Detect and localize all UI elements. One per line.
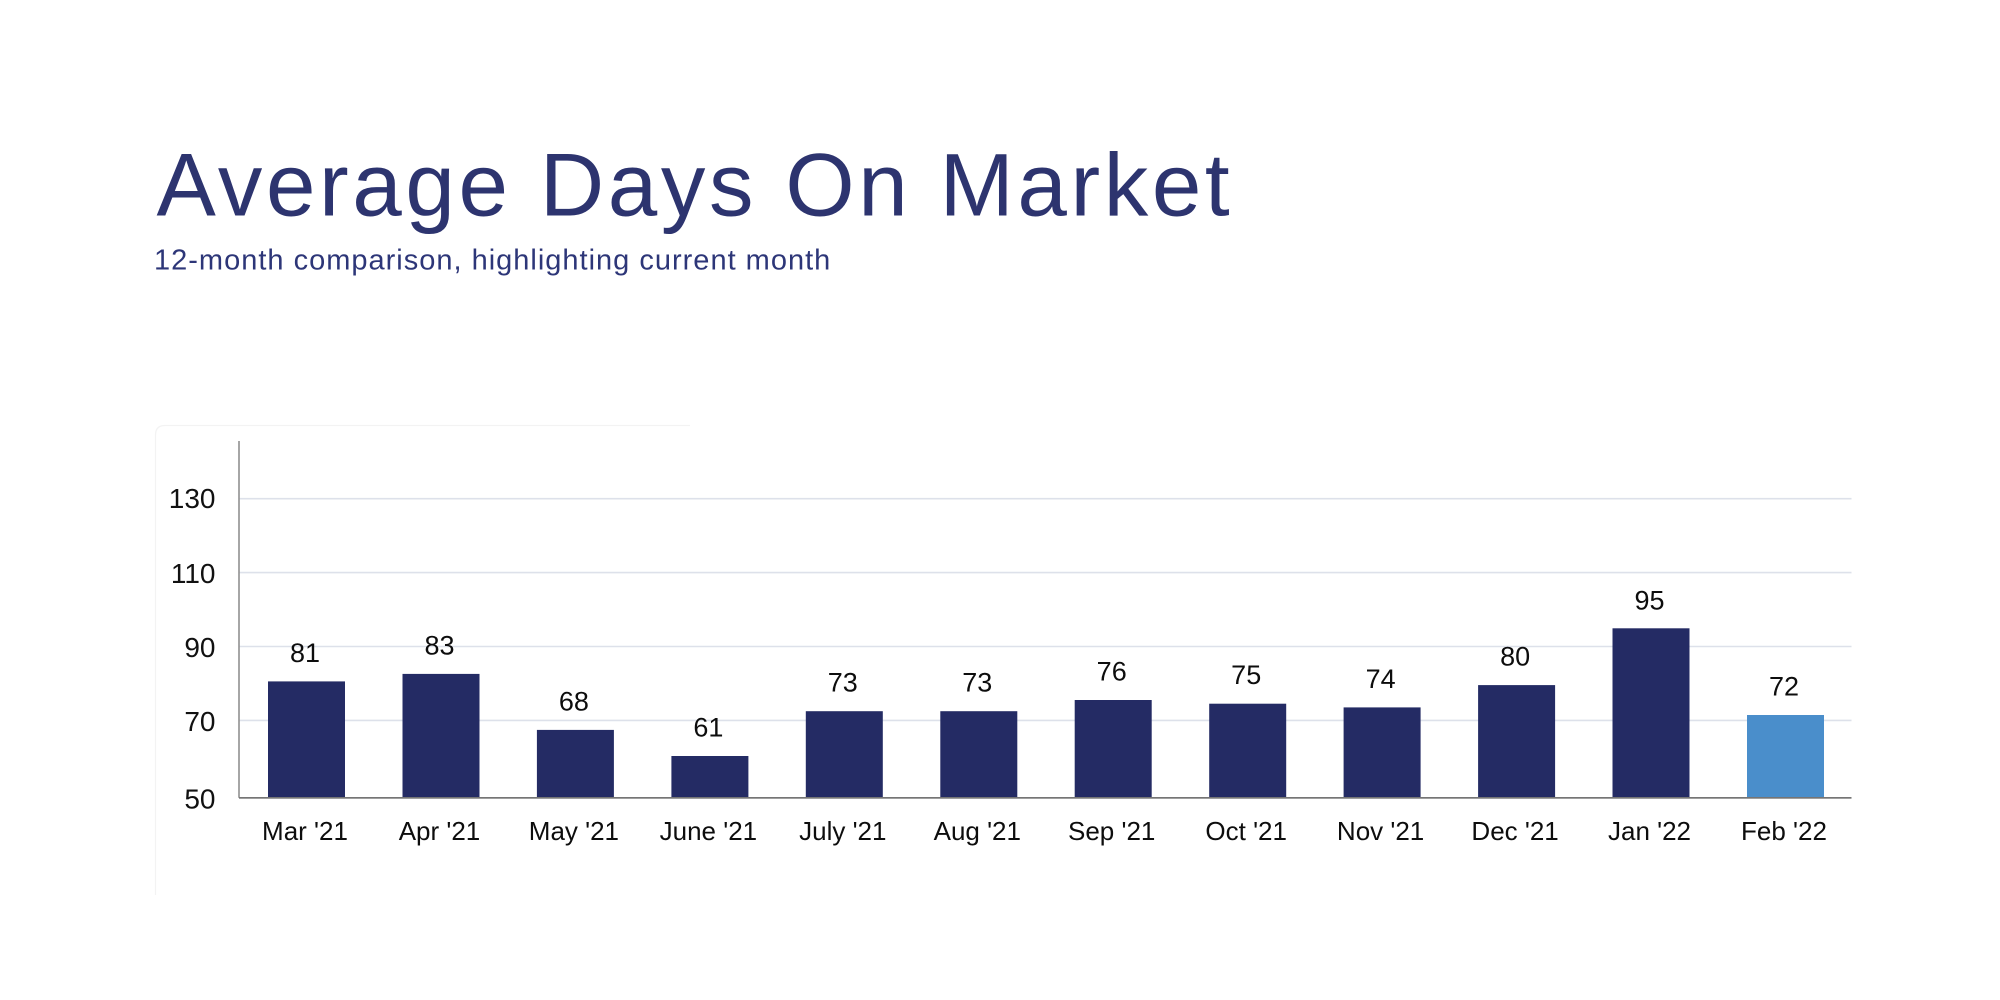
svg-text:Feb '22: Feb '22 — [1741, 816, 1827, 846]
svg-text:110: 110 — [171, 558, 216, 589]
svg-text:80: 80 — [1500, 642, 1530, 672]
svg-text:70: 70 — [184, 706, 215, 737]
svg-text:Sep '21: Sep '21 — [1068, 816, 1155, 846]
svg-text:72: 72 — [1769, 672, 1799, 702]
svg-text:50: 50 — [184, 784, 215, 815]
svg-text:76: 76 — [1097, 657, 1127, 687]
svg-text:83: 83 — [424, 630, 454, 660]
svg-text:Oct '21: Oct '21 — [1205, 816, 1287, 846]
svg-text:Aug '21: Aug '21 — [934, 816, 1021, 846]
svg-text:130: 130 — [169, 483, 216, 514]
svg-text:12-month comparison, highlight: 12-month comparison, highlighting curren… — [154, 245, 831, 277]
svg-text:Apr '21: Apr '21 — [399, 816, 481, 846]
svg-text:74: 74 — [1366, 664, 1396, 694]
svg-text:90: 90 — [184, 632, 215, 663]
svg-text:July '21: July '21 — [799, 816, 886, 846]
svg-text:81: 81 — [290, 638, 320, 668]
svg-text:95: 95 — [1634, 586, 1664, 616]
svg-text:73: 73 — [962, 668, 992, 698]
svg-text:Jan '22: Jan '22 — [1608, 816, 1691, 846]
svg-text:68: 68 — [559, 686, 589, 716]
svg-text:May '21: May '21 — [529, 816, 619, 846]
svg-text:61: 61 — [693, 713, 723, 743]
svg-text:Average Days On Market: Average Days On Market — [157, 135, 1234, 235]
svg-text:73: 73 — [828, 668, 858, 698]
svg-text:Dec '21: Dec '21 — [1471, 816, 1558, 846]
svg-text:Mar '21: Mar '21 — [262, 816, 348, 846]
svg-text:June '21: June '21 — [660, 816, 758, 846]
svg-text:75: 75 — [1231, 660, 1261, 690]
svg-text:Nov '21: Nov '21 — [1337, 816, 1424, 846]
